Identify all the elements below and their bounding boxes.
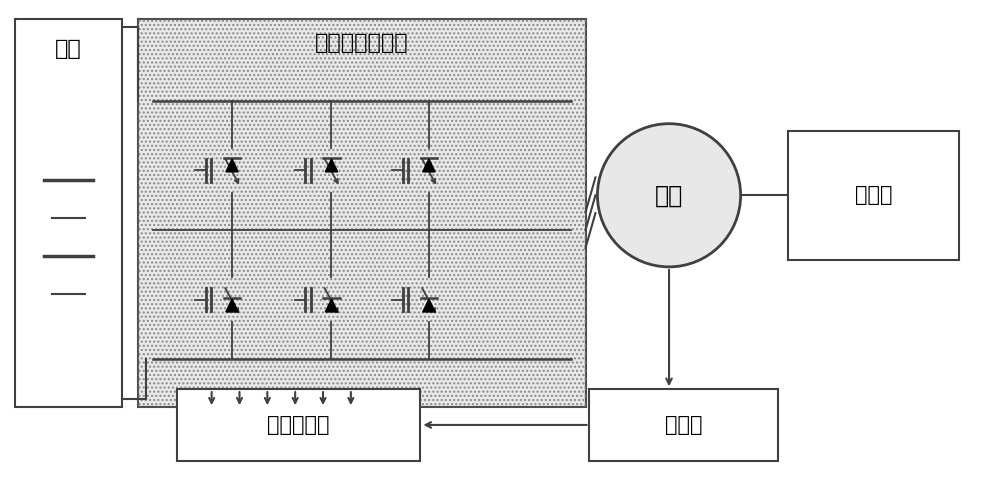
Polygon shape [423,159,435,172]
Polygon shape [226,299,238,312]
Text: 电力电子逆变器: 电力电子逆变器 [315,33,409,53]
Polygon shape [423,299,435,312]
Polygon shape [325,299,338,312]
Text: 传感器: 传感器 [665,415,703,435]
Text: 电池: 电池 [55,39,82,59]
Text: 变速箱: 变速箱 [855,185,893,205]
Bar [788,131,959,260]
Bar [589,389,778,461]
Text: 电机控制器: 电机控制器 [267,415,330,435]
Bar [15,19,122,407]
Polygon shape [226,159,238,172]
Bar [138,19,586,407]
Circle shape [597,123,741,267]
Polygon shape [325,159,338,172]
Bar [177,389,420,461]
Bar [138,19,586,407]
Text: 电机: 电机 [655,183,683,207]
